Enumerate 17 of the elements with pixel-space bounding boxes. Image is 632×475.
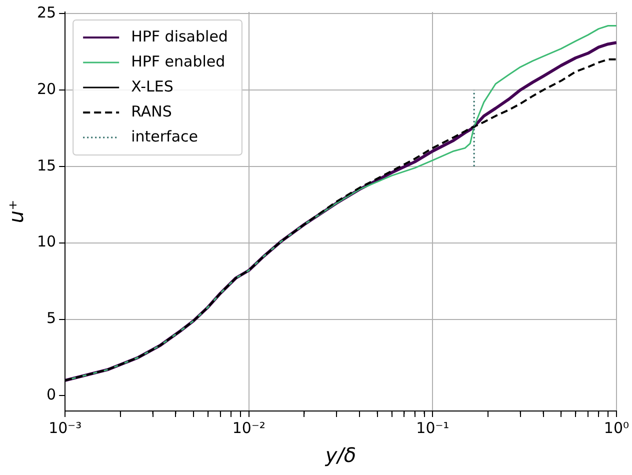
y-axis-title: u⁺ <box>4 200 28 224</box>
x-axis-title: y/δ <box>324 443 356 468</box>
y-tick-label: 5 <box>46 309 56 328</box>
y-tick-label: 20 <box>36 80 56 98</box>
y-tick-label: 15 <box>36 156 56 174</box>
y-tick-label: 0 <box>46 386 56 404</box>
x-tick-label: 10⁰ <box>604 418 630 437</box>
x-tick-label: 10⁻¹ <box>416 418 450 437</box>
legend-label: HPF enabled <box>131 52 226 70</box>
x-tick-label: 10⁻² <box>232 418 266 437</box>
y-tick-label: 10 <box>36 232 56 251</box>
legend-label: interface <box>131 127 198 146</box>
x-tick-label: 10⁻³ <box>48 418 82 437</box>
legend-label: HPF disabled <box>131 27 228 46</box>
legend-label: RANS <box>131 102 172 120</box>
legend-label: X-LES <box>131 77 174 96</box>
y-tick-label: 25 <box>36 3 56 22</box>
